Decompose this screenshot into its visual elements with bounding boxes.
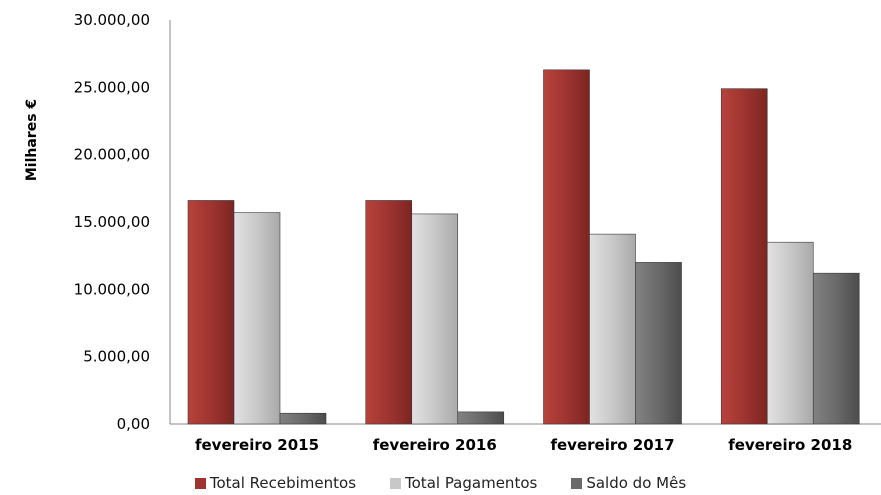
bar-total-pagamentos-3 bbox=[767, 242, 813, 424]
y-tick-label: 15.000,00 bbox=[74, 213, 150, 231]
x-category-label: fevereiro 2017 bbox=[550, 436, 674, 454]
legend-item: Saldo do Mês bbox=[571, 474, 686, 492]
legend-swatch bbox=[195, 478, 206, 489]
bar-total-recebimentos-1 bbox=[366, 200, 412, 424]
y-tick-label: 0,00 bbox=[117, 415, 150, 433]
y-tick-label: 10.000,00 bbox=[74, 280, 150, 298]
bar-total-recebimentos-3 bbox=[721, 89, 767, 424]
bar-saldo-do-m-s-3 bbox=[813, 273, 859, 424]
bar-total-pagamentos-1 bbox=[412, 214, 458, 424]
bar-total-recebimentos-0 bbox=[188, 200, 234, 424]
bar-total-recebimentos-2 bbox=[544, 70, 590, 424]
legend-item: Total Pagamentos bbox=[390, 474, 537, 492]
y-axis-label: Milhares € bbox=[24, 99, 40, 181]
y-tick-label: 25.000,00 bbox=[74, 78, 150, 96]
legend-label: Total Recebimentos bbox=[210, 474, 356, 492]
y-tick-label: 30.000,00 bbox=[74, 11, 150, 29]
bar-saldo-do-m-s-2 bbox=[636, 262, 682, 424]
legend-swatch bbox=[390, 478, 401, 489]
legend-label: Total Pagamentos bbox=[405, 474, 537, 492]
legend-swatch bbox=[571, 478, 582, 489]
y-tick-label: 5.000,00 bbox=[83, 348, 150, 366]
legend: Total Recebimentos Total Pagamentos Saldo … bbox=[0, 472, 881, 494]
bar-saldo-do-m-s-1 bbox=[458, 412, 504, 424]
bar-saldo-do-m-s-0 bbox=[280, 413, 326, 424]
legend-label: Saldo do Mês bbox=[586, 474, 686, 492]
legend-item: Total Recebimentos bbox=[195, 474, 356, 492]
x-category-label: fevereiro 2015 bbox=[195, 436, 319, 454]
bar-total-pagamentos-0 bbox=[234, 213, 280, 424]
bar-total-pagamentos-2 bbox=[590, 234, 636, 424]
y-tick-label: 20.000,00 bbox=[74, 146, 150, 164]
bar-chart: Milhares € 0,00 5.000,00 10.000,00 15.000,0… bbox=[0, 0, 881, 470]
x-category-label: fevereiro 2018 bbox=[728, 436, 852, 454]
x-category-label: fevereiro 2016 bbox=[373, 436, 497, 454]
